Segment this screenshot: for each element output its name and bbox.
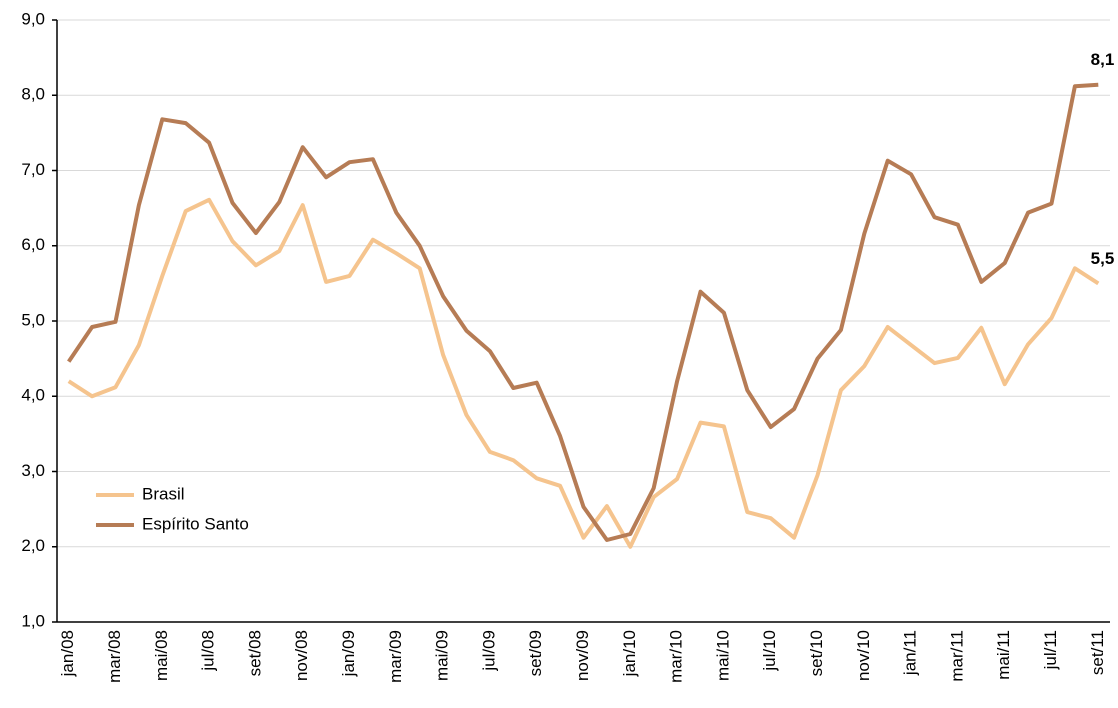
x-tick-label: jul/09	[479, 630, 498, 672]
x-tick-label: mai/11	[994, 630, 1013, 680]
y-tick-label: 5,0	[21, 310, 45, 329]
x-tick-label: jul/08	[199, 630, 218, 672]
x-tick-label: mar/08	[105, 630, 124, 683]
y-tick-label: 8,0	[21, 85, 45, 104]
x-tick-label: jul/11	[1041, 630, 1060, 670]
series-line	[67, 197, 1100, 549]
data-label: 8,1	[1091, 50, 1115, 69]
y-tick-label: 1,0	[21, 611, 45, 630]
y-tick-label: 9,0	[21, 9, 45, 28]
y-tick-label: 3,0	[21, 461, 45, 480]
x-tick-label: jul/10	[760, 630, 779, 672]
x-tick-label: nov/09	[573, 630, 592, 681]
legend-label: Brasil	[142, 484, 185, 503]
x-tick-label: jan/08	[58, 630, 77, 677]
x-tick-label: jan/09	[339, 630, 358, 677]
x-tick-label: mar/09	[386, 630, 405, 683]
x-tick-label: mai/10	[713, 630, 732, 681]
x-tick-label: mai/09	[433, 630, 452, 681]
x-tick-label: mai/08	[152, 630, 171, 681]
x-tick-label: nov/08	[292, 630, 311, 681]
x-tick-label: jan/10	[620, 630, 639, 677]
x-tick-label: mar/11	[947, 630, 966, 682]
x-tick-label: set/10	[807, 630, 826, 676]
y-tick-label: 7,0	[21, 160, 45, 179]
y-tick-label: 2,0	[21, 536, 45, 555]
legend-label: Espírito Santo	[142, 514, 249, 533]
x-tick-label: mar/10	[667, 630, 686, 683]
x-tick-label: jan/11	[901, 630, 920, 676]
series-line	[67, 82, 1099, 542]
x-tick-label: nov/10	[854, 630, 873, 681]
x-tick-label: set/11	[1088, 630, 1107, 675]
x-tick-label: set/08	[245, 630, 264, 676]
x-tick-label: set/09	[526, 630, 545, 676]
y-tick-label: 4,0	[21, 386, 45, 405]
data-label: 5,5	[1091, 249, 1115, 268]
y-tick-label: 6,0	[21, 235, 45, 254]
